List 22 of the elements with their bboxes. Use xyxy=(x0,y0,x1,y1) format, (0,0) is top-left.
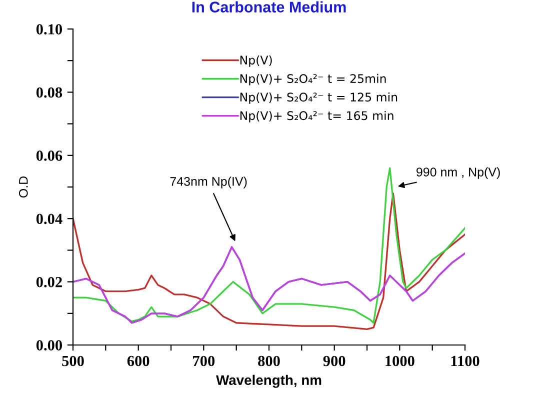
x-axis-title: Wavelength, nm xyxy=(216,374,322,388)
legend-label: Np(V)+ S₂O₄²⁻ t = 25min xyxy=(240,74,386,86)
x-tick-label: 700 xyxy=(193,356,215,366)
x-tick-label: 800 xyxy=(258,356,280,366)
x-tick-label: 1100 xyxy=(451,356,480,366)
x-tick-label: 1000 xyxy=(386,356,414,366)
x-tick-label: 600 xyxy=(127,356,150,366)
y-tick-label: 0.04 xyxy=(36,214,62,224)
x-tick-label: 900 xyxy=(323,356,346,366)
y-tick-label: 0.02 xyxy=(36,276,62,288)
legend-label: Np(V)+ S₂O₄²⁻ t= 165 min xyxy=(240,110,394,122)
y-tick-label: 0.00 xyxy=(36,340,62,351)
y-axis-title: O.D xyxy=(18,176,28,198)
legend-label: Np(V) xyxy=(240,55,272,67)
chart-title: In Carbonate Medium xyxy=(192,1,346,12)
y-tick-label: 0.10 xyxy=(36,24,62,35)
annotation: 990 nm , Np(V) xyxy=(416,167,500,179)
legend-label: Np(V)+ S₂O₄²⁻ t = 125 min xyxy=(240,92,398,104)
annotation: 743nm Np(IV) xyxy=(170,176,247,188)
y-tick-label: 0.06 xyxy=(36,150,62,161)
x-tick-label: 500 xyxy=(62,356,84,366)
y-tick-label: 0.08 xyxy=(36,87,62,98)
